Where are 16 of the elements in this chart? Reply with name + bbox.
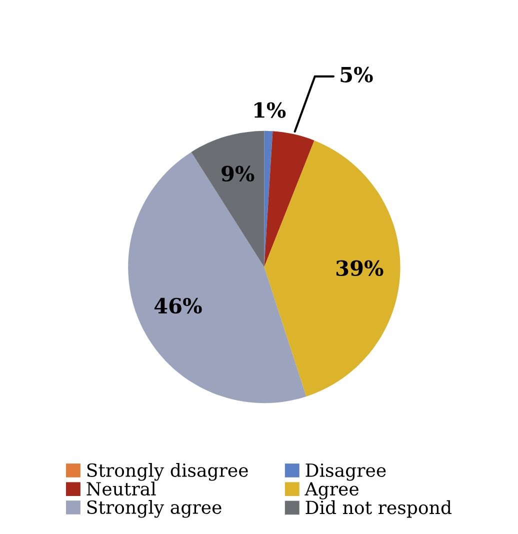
data-label: 9% xyxy=(222,166,254,182)
data-label: 1% xyxy=(254,102,286,118)
legend-label: Strongly agree xyxy=(87,500,222,518)
data-label: 5% xyxy=(340,66,373,82)
pie-slice xyxy=(264,131,314,267)
legend-label: Strongly disagree xyxy=(87,463,248,481)
pie-slice xyxy=(264,140,400,396)
legend-label: Neutral xyxy=(86,482,156,496)
data-label: 39% xyxy=(336,260,384,276)
pie-slice xyxy=(191,130,264,267)
pie-slice xyxy=(264,130,273,267)
legend-label: Agree xyxy=(304,482,358,500)
pie-slice xyxy=(128,152,306,404)
legend-label: Did not respond xyxy=(306,500,452,518)
data-label: 46% xyxy=(154,298,202,314)
legend-label: Disagree xyxy=(306,463,386,481)
